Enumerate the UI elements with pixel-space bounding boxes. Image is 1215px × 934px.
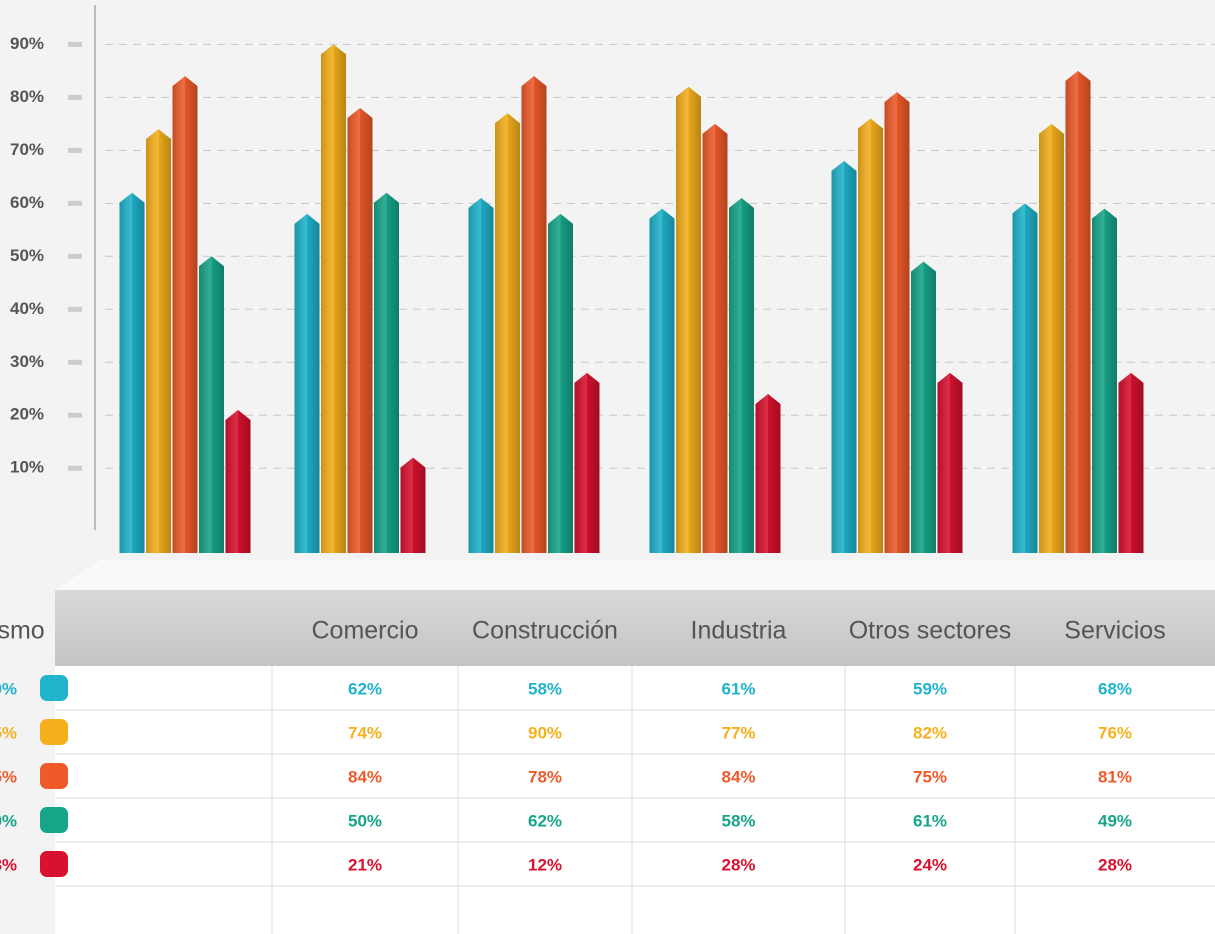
- value-label: 50%: [348, 811, 382, 830]
- bar-shade: [146, 129, 171, 553]
- value-label: 28%: [721, 855, 755, 874]
- value-label: 68%: [1098, 679, 1132, 698]
- y-tick-mark: [68, 465, 82, 471]
- bar-shade: [937, 372, 963, 553]
- value-label: 84%: [348, 767, 382, 786]
- bar-shade: [884, 92, 910, 553]
- value-label: 75%: [0, 723, 17, 742]
- legend-swatch: [40, 807, 68, 833]
- bar-shade: [172, 76, 198, 553]
- value-label: 21%: [348, 855, 382, 874]
- y-tick-label: 70%: [10, 140, 44, 159]
- value-label: 28%: [1098, 855, 1132, 874]
- value-label: 58%: [721, 811, 755, 830]
- bar-shade: [1012, 203, 1038, 554]
- y-tick-mark: [68, 253, 82, 259]
- value-label: 59%: [0, 811, 17, 830]
- y-tick-mark: [68, 200, 82, 206]
- y-tick-label: 90%: [10, 34, 44, 53]
- table-header: [55, 590, 1215, 666]
- y-tick-label: 80%: [10, 87, 44, 106]
- bar-shade: [321, 44, 346, 554]
- value-label: 84%: [721, 767, 755, 786]
- value-label: 24%: [913, 855, 947, 874]
- x-tick-label: Construcción: [472, 617, 618, 645]
- bar-shade: [1039, 123, 1064, 553]
- value-label: 62%: [528, 811, 562, 830]
- y-tick-label: 50%: [10, 246, 44, 265]
- x-tick-label: Comercio: [312, 617, 419, 645]
- bar-shade: [755, 394, 781, 553]
- y-tick-mark: [68, 306, 82, 312]
- bar-shade: [400, 457, 426, 553]
- y-tick-label: 10%: [10, 458, 44, 477]
- value-label: 74%: [348, 723, 382, 742]
- y-tick-label: 60%: [10, 193, 44, 212]
- value-label: 76%: [1098, 723, 1132, 742]
- value-label: 61%: [913, 811, 947, 830]
- value-label: 82%: [913, 723, 947, 742]
- value-label: 78%: [528, 767, 562, 786]
- bar-shade: [294, 213, 320, 553]
- bar-shade: [831, 160, 857, 553]
- value-label: 58%: [528, 679, 562, 698]
- bar-shade: [199, 256, 224, 553]
- x-tick-label: Servicios: [1064, 617, 1165, 645]
- value-label: 75%: [913, 767, 947, 786]
- value-label: 90%: [528, 723, 562, 742]
- x-tick-label: Turismo: [0, 617, 45, 645]
- legend-swatch: [40, 675, 68, 701]
- legend-swatch: [40, 851, 68, 877]
- y-tick-mark: [68, 94, 82, 100]
- value-label: 49%: [1098, 811, 1132, 830]
- x-tick-label: Industria: [691, 617, 787, 645]
- y-tick-label: 30%: [10, 352, 44, 371]
- bar-shade: [347, 107, 373, 553]
- value-label: 60%: [0, 679, 17, 698]
- bar-shade: [676, 86, 701, 554]
- bar-shade: [521, 76, 547, 553]
- y-tick-mark: [68, 412, 82, 418]
- bar-shade: [1118, 372, 1144, 553]
- bar-shade: [374, 192, 399, 553]
- value-label: 85%: [0, 767, 17, 786]
- y-tick-mark: [68, 147, 82, 153]
- x-tick-label: Otros sectores: [849, 617, 1012, 645]
- bar-shade: [649, 208, 675, 553]
- y-tick-label: 40%: [10, 299, 44, 318]
- value-label: 81%: [1098, 767, 1132, 786]
- value-label: 77%: [721, 723, 755, 742]
- bar-shade: [702, 123, 728, 553]
- legend-swatch: [40, 763, 68, 789]
- bar-shade: [495, 113, 520, 553]
- bar-shade: [911, 261, 936, 553]
- y-tick-mark: [68, 41, 82, 47]
- value-label: 59%: [913, 679, 947, 698]
- y-tick-mark: [68, 359, 82, 365]
- bar-shade: [1065, 70, 1091, 553]
- bar-shade: [468, 198, 494, 553]
- table-body: [55, 666, 1215, 934]
- floor: [55, 560, 1215, 590]
- bar-shade: [548, 213, 573, 553]
- value-label: 61%: [721, 679, 755, 698]
- value-label: 62%: [348, 679, 382, 698]
- bar-shade: [729, 198, 754, 553]
- legend-swatch: [40, 719, 68, 745]
- value-label: 28%: [0, 855, 17, 874]
- bar-shade: [858, 118, 883, 554]
- y-tick-label: 20%: [10, 405, 44, 424]
- bar-shade: [574, 372, 600, 553]
- bar-shade: [225, 409, 251, 553]
- value-label: 12%: [528, 855, 562, 874]
- bar-shade: [1092, 208, 1117, 553]
- bar-shade: [119, 192, 145, 553]
